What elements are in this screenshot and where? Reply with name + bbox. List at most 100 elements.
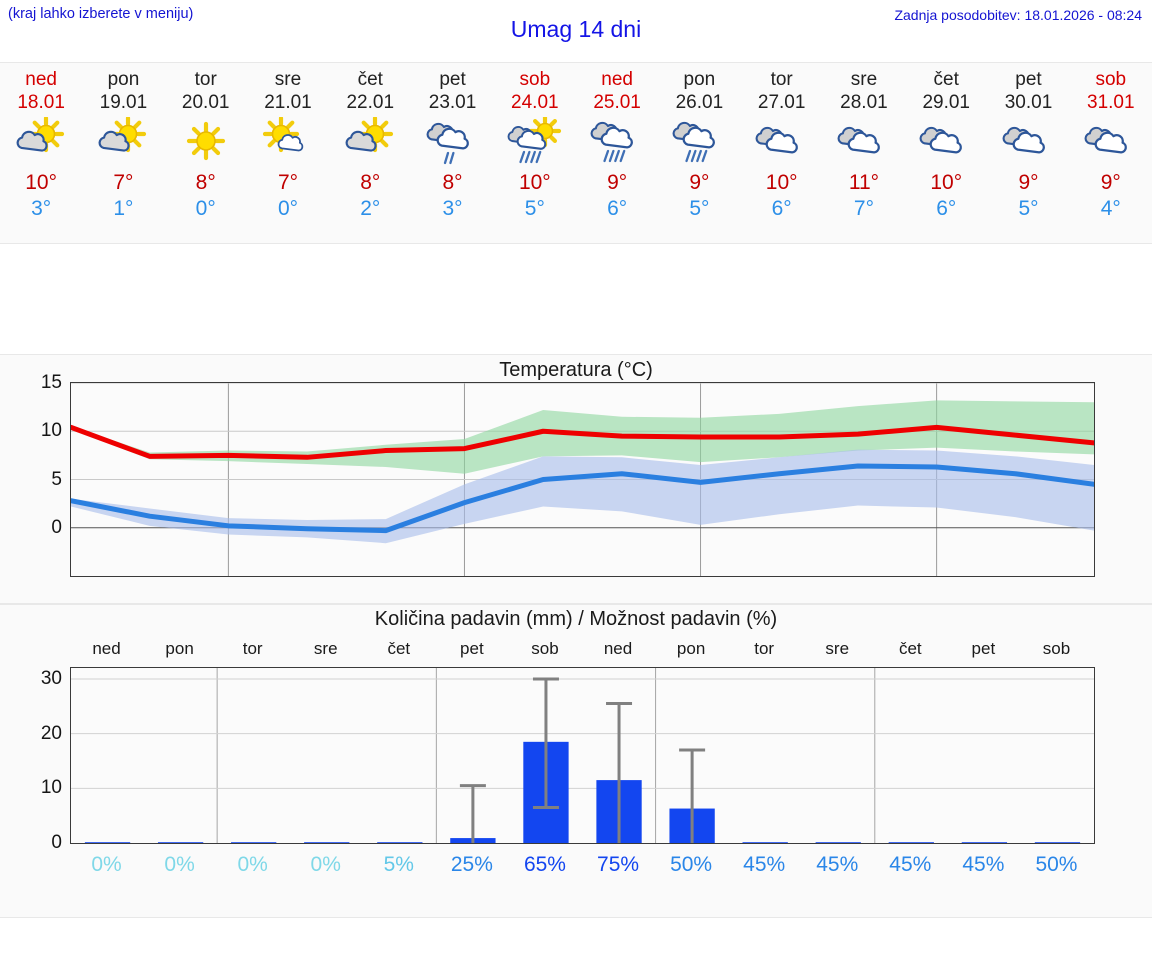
precipitation-probability-label: 0% [164,853,195,876]
day-column[interactable]: ned 25.01 9° 6° [576,63,658,243]
day-column[interactable]: pon 26.01 9° 5° [658,63,740,243]
day-column[interactable]: čet 29.01 10° 6° [905,63,987,243]
precipitation-bar [1034,842,1081,843]
day-of-week: sre [850,69,878,90]
precipitation-day-label: sob [1042,639,1071,658]
min-temperature: 6° [607,197,628,220]
day-date: 21.01 [264,92,312,113]
day-of-week: sre [274,69,302,90]
precipitation-day-label: sre [825,639,850,658]
precipitation-bar [888,842,934,843]
cloud-icon [987,115,1069,169]
precipitation-probability-label: 65% [523,853,566,876]
min-temperature: 3° [31,197,52,220]
precipitation-probability-label: 45% [743,853,786,876]
precipitation-day-label: tor [242,639,263,658]
precipitation-y-tick-label: 30 [40,667,62,689]
max-temperature: 9° [689,171,710,194]
day-of-week: tor [194,69,217,90]
day-date: 19.01 [99,92,148,113]
cloud-icon [905,115,987,169]
precipitation-bar [961,842,1008,843]
day-of-week: čet [933,69,959,90]
day-date: 29.01 [922,92,970,113]
precipitation-day-label: čet [387,639,411,658]
sun-small-cloud-icon [247,115,329,169]
max-temperature: 11° [848,171,880,194]
precipitation-probability-label: 45% [816,853,859,876]
max-temperature: 8° [195,171,216,194]
cloud-icon [1070,115,1152,169]
day-column[interactable]: sob 24.01 10° 5° [494,63,576,243]
precipitation-day-label: ned [92,639,121,658]
precipitation-day-label: pet [971,639,996,658]
precipitation-y-tick-label: 20 [40,722,62,744]
day-column[interactable]: tor 27.01 10° 6° [741,63,823,243]
precipitation-day-label: sre [313,639,338,658]
precipitation-probability-label: 45% [889,853,932,876]
precipitation-plot-area [70,667,1095,844]
min-temperature: 0° [277,197,299,220]
max-temperature: 10° [930,171,963,194]
precipitation-y-tick-label: 10 [40,777,62,799]
day-date: 23.01 [428,92,477,113]
min-temperature: 6° [936,197,957,220]
precipitation-chart-title: Količina padavin (mm) / Možnost padavin … [374,608,778,630]
day-date: 31.01 [1087,92,1135,113]
max-temperature: 9° [607,171,628,194]
min-temperature: 4° [1100,197,1121,220]
precipitation-probability-label: 25% [450,853,493,876]
day-column[interactable]: sob 31.01 9° 4° [1070,63,1152,243]
max-temperature: 7° [277,171,299,194]
day-column[interactable]: pet 30.01 9° 5° [987,63,1069,243]
day-column[interactable]: čet 22.01 8° 2° [329,63,411,243]
day-of-week: tor [770,69,793,90]
day-column[interactable]: pon 19.01 7° 1° [82,63,164,243]
sun-cloud-rain-icon [494,115,576,169]
temperature-plot-area [70,382,1095,577]
day-column[interactable]: sre 21.01 7° 0° [247,63,329,243]
max-temperature: 9° [1100,171,1121,194]
min-temperature: 3° [442,197,463,220]
day-of-week: sob [1095,69,1127,90]
day-column[interactable]: tor 20.01 8° 0° [165,63,247,243]
day-column[interactable]: pet 23.01 8° 3° [411,63,493,243]
sun-icon [165,115,247,169]
day-column[interactable]: sre 28.01 11° 7° [823,63,905,243]
precipitation-day-label: čet [898,639,922,658]
sun-behind-cloud-icon [0,115,82,169]
min-temperature: 2° [360,197,381,220]
precipitation-bar [84,842,131,843]
page-title: Umag 14 dni [510,16,642,42]
max-temperature: 10° [25,171,58,194]
precipitation-bar [742,842,788,843]
temperature-y-tick-label: 5 [51,468,62,490]
precipitation-bar [231,842,277,843]
day-date: 24.01 [511,92,559,113]
day-date: 28.01 [840,92,888,113]
temperature-line-1 [71,463,1094,534]
day-column[interactable]: ned 18.01 10° 3° [0,63,82,243]
day-of-week: pet [1015,69,1042,90]
sun-behind-cloud-icon [329,115,411,169]
temperature-chart-title: Temperatura (°C) [499,359,653,381]
temperature-y-tick-label: 15 [40,372,62,393]
precipitation-probability-label: 0% [310,853,341,876]
temperature-line-0 [71,424,1094,460]
max-temperature: 10° [518,171,551,194]
precipitation-day-label: ned [603,639,633,658]
precipitation-bar [157,842,204,843]
max-temperature: 8° [442,171,463,194]
cloud-icon [741,115,823,169]
page-header: (kraj lahko izberete v meniju) Umag 14 d… [0,0,1152,62]
day-date: 20.01 [181,92,230,113]
precipitation-day-label: pon [165,639,194,658]
precipitation-probability-label: 75% [597,853,640,876]
max-temperature: 8° [360,171,381,194]
max-temperature: 7° [113,171,134,194]
min-temperature: 0° [195,197,216,220]
day-date: 26.01 [675,92,724,113]
daily-forecast-strip: ned 18.01 10° 3° pon 19.01 7° 1° tor 20.01 8° 0° sre… [0,62,1152,244]
precipitation-day-label: tor [754,639,775,658]
